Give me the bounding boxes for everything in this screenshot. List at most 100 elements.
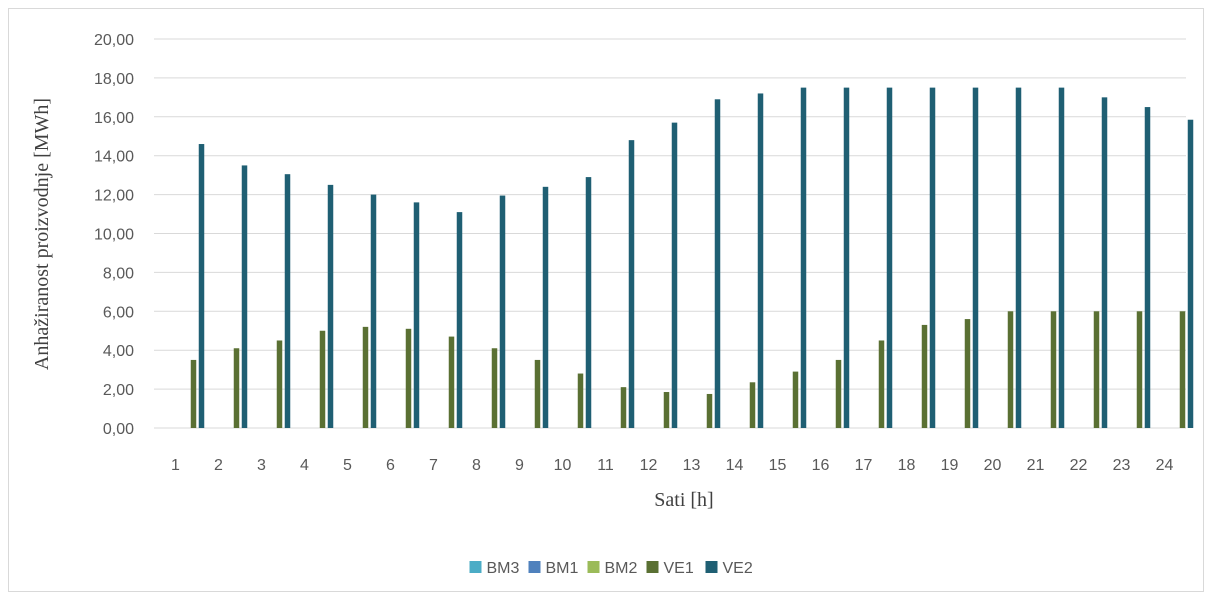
legend-swatch-bm3 — [469, 561, 482, 573]
y-tick-label: 12,00 — [94, 188, 134, 205]
bar-ve2 — [671, 122, 678, 428]
bar-ve2 — [843, 87, 850, 428]
x-tick-label: 23 — [1113, 457, 1131, 474]
bar-ve1 — [577, 373, 584, 428]
legend-swatch-bm2 — [587, 561, 600, 573]
legend: BM3 BM1 BM2 VE1 VE2 — [469, 560, 753, 577]
bar-ve1 — [233, 348, 240, 428]
x-tick-label: 22 — [1070, 457, 1088, 474]
bar-ve1 — [921, 324, 928, 428]
y-axis-title: Anhažiranost proizvodnje [MWh] — [31, 98, 53, 370]
y-tick-label: 6,00 — [103, 304, 134, 321]
y-tick-label: 2,00 — [103, 382, 134, 399]
x-tick-labels: 1 2 3 4 5 6 7 8 9 10 11 12 13 14 15 16 17 18 19 20 21 22 23 24 — [171, 457, 1173, 474]
x-tick-label: 17 — [855, 457, 873, 474]
bar-ve1 — [1179, 311, 1186, 428]
y-tick-label: 4,00 — [103, 343, 134, 360]
x-tick-label: 19 — [941, 457, 959, 474]
bar-ve1 — [1050, 311, 1057, 428]
bars — [190, 87, 1194, 429]
x-tick-label: 6 — [386, 457, 395, 474]
y-tick-label: 20,00 — [94, 32, 134, 49]
bar-ve2 — [284, 174, 291, 428]
x-tick-label: 21 — [1027, 457, 1045, 474]
legend-label-ve1: VE1 — [664, 560, 694, 577]
x-tick-label: 20 — [984, 457, 1002, 474]
y-tick-labels: 0,00 2,00 4,00 6,00 8,00 10,00 12,00 14,00 16,00… — [94, 32, 134, 438]
x-tick-label: 13 — [683, 457, 701, 474]
bar-ve2 — [413, 202, 420, 428]
legend-swatch-bm1 — [528, 561, 541, 573]
y-tick-label: 18,00 — [94, 71, 134, 88]
bar-ve1 — [276, 340, 283, 428]
x-tick-label: 9 — [515, 457, 524, 474]
bar-ve2 — [1058, 87, 1065, 428]
legend-label-bm2: BM2 — [605, 560, 638, 577]
bar-ve2 — [241, 165, 248, 429]
bar-ve1 — [792, 371, 799, 428]
bar-ve2 — [1101, 97, 1108, 428]
y-tick-label: 16,00 — [94, 110, 134, 127]
bar-ve1 — [405, 328, 412, 428]
x-tick-label: 16 — [812, 457, 830, 474]
chart-frame — [8, 8, 1204, 592]
x-tick-label: 18 — [898, 457, 916, 474]
bar-ve1 — [878, 340, 885, 428]
y-tick-label: 10,00 — [94, 227, 134, 244]
x-tick-label: 11 — [597, 457, 614, 474]
gridlines — [154, 38, 1186, 429]
bar-ve1 — [1093, 311, 1100, 428]
x-tick-label: 5 — [343, 457, 352, 474]
bar-ve1 — [1007, 311, 1014, 428]
x-tick-label: 10 — [554, 457, 572, 474]
x-tick-label: 12 — [640, 457, 658, 474]
y-tick-label: 14,00 — [94, 149, 134, 166]
bar-ve1 — [491, 348, 498, 428]
bar-ve1 — [362, 326, 369, 428]
x-tick-label: 1 — [171, 457, 180, 474]
y-tick-label: 8,00 — [103, 265, 134, 282]
bar-ve1 — [1136, 311, 1143, 428]
x-tick-label: 15 — [769, 457, 787, 474]
x-tick-label: 8 — [472, 457, 481, 474]
x-tick-label: 7 — [429, 457, 438, 474]
bar-ve1 — [964, 319, 971, 428]
y-tick-label: 0,00 — [103, 421, 134, 438]
legend-swatch-ve1 — [646, 561, 659, 573]
bar-ve1 — [706, 393, 713, 428]
bar-ve1 — [534, 359, 541, 428]
legend-label-bm1: BM1 — [546, 560, 579, 577]
x-axis-title: Sati [h] — [654, 489, 713, 511]
bar-ve2 — [1015, 87, 1022, 428]
x-tick-label: 4 — [300, 457, 309, 474]
bar-ve1 — [620, 387, 627, 428]
bar-ve1 — [835, 359, 842, 428]
x-tick-label: 24 — [1156, 457, 1174, 474]
bar-ve1 — [190, 359, 197, 428]
bar-ve2 — [499, 195, 506, 428]
bar-ve2 — [327, 184, 334, 428]
legend-label-ve2: VE2 — [723, 560, 753, 577]
bar-ve2 — [456, 212, 463, 428]
bar-ve2 — [628, 140, 635, 428]
bar-ve2 — [886, 87, 893, 428]
bar-ve2 — [585, 177, 592, 428]
bar-ve1 — [319, 330, 326, 428]
bar-ve2 — [198, 144, 205, 428]
bar-ve2 — [1144, 107, 1151, 428]
x-tick-label: 3 — [257, 457, 266, 474]
bar-ve1 — [663, 392, 670, 428]
bar-ve2 — [757, 93, 764, 429]
legend-swatch-ve2 — [705, 561, 718, 573]
bar-ve2 — [542, 186, 549, 428]
x-tick-label: 2 — [214, 457, 223, 474]
x-tick-label: 14 — [726, 457, 744, 474]
bar-ve2 — [1187, 119, 1194, 428]
bar-ve2 — [929, 87, 936, 428]
bar-ve2 — [800, 87, 807, 428]
bar-ve2 — [714, 99, 721, 429]
bar-ve2 — [370, 194, 377, 428]
bar-ve1 — [448, 336, 455, 428]
legend-label-bm3: BM3 — [487, 560, 520, 577]
